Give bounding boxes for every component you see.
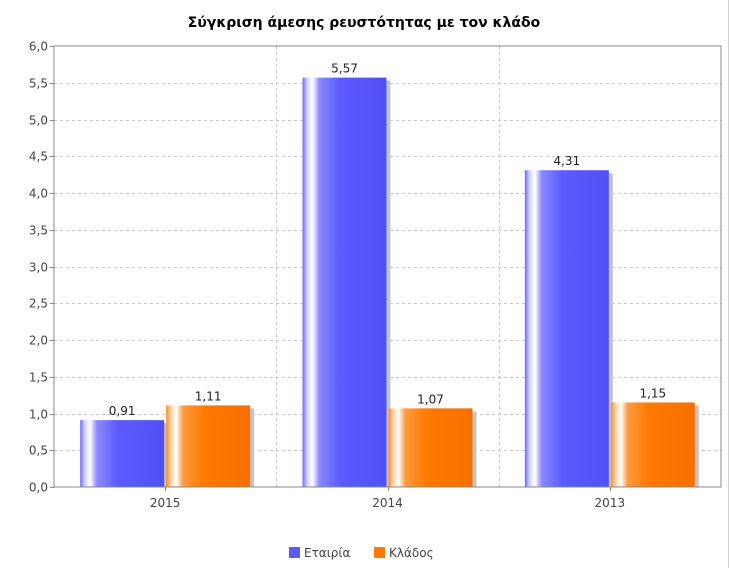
legend-label-series-2: Κλάδος (389, 546, 434, 560)
bar-sector-2013 (610, 402, 695, 487)
data-label: 1,11 (195, 389, 222, 403)
y-tick-label: 1,0 (29, 408, 48, 422)
data-labels: 0,91 1,11 5,57 1,07 4,31 1,15 (109, 62, 666, 419)
y-tick-label: 4,5 (29, 150, 48, 164)
y-axis-ticks: 0,0 0,5 1,0 1,5 2,0 2,5 3,0 3,5 4,0 4,5 5,0 5,5 6,0 (29, 40, 54, 495)
x-tick-label: 2014 (372, 496, 403, 510)
bar-company-2013 (524, 170, 609, 487)
x-axis-ticks: 2015 2014 2013 (150, 487, 625, 510)
plot-area-border (53, 45, 722, 488)
y-tick-label: 5,0 (29, 114, 48, 128)
grid-lines (54, 46, 721, 487)
y-tick-label: 2,5 (29, 297, 48, 311)
chart-title: Σύγκριση άμεσης ρευστότητας με τον κλάδο (188, 15, 541, 31)
legend-swatch-series-2 (374, 547, 385, 558)
y-tick-label: 6,0 (29, 40, 48, 54)
y-tick-label: 3,5 (29, 224, 48, 238)
y-tick-label: 0,5 (29, 444, 48, 458)
bar-company-2014 (302, 77, 387, 487)
legend-label-series-1: Εταιρία (304, 546, 350, 560)
y-tick-label: 0,0 (29, 481, 48, 495)
legend-swatch-series-1 (289, 547, 300, 558)
bars (80, 77, 699, 487)
bar-sector-2014 (388, 408, 473, 487)
bar-company-2015 (80, 420, 165, 487)
y-tick-label: 4,0 (29, 187, 48, 201)
data-label: 5,57 (331, 62, 358, 76)
y-tick-label: 2,0 (29, 334, 48, 348)
bar-sector-2015 (166, 405, 251, 487)
x-tick-label: 2013 (595, 496, 626, 510)
x-tick-label: 2015 (150, 496, 181, 510)
data-label: 1,15 (639, 386, 666, 400)
y-tick-label: 3,0 (29, 261, 48, 275)
y-tick-label: 1,5 (29, 371, 48, 385)
y-tick-label: 5,5 (29, 77, 48, 91)
legend: Εταιρία Κλάδος (289, 546, 434, 560)
data-label: 4,31 (553, 154, 580, 168)
data-label: 1,07 (417, 392, 444, 406)
data-label: 0,91 (109, 404, 136, 418)
